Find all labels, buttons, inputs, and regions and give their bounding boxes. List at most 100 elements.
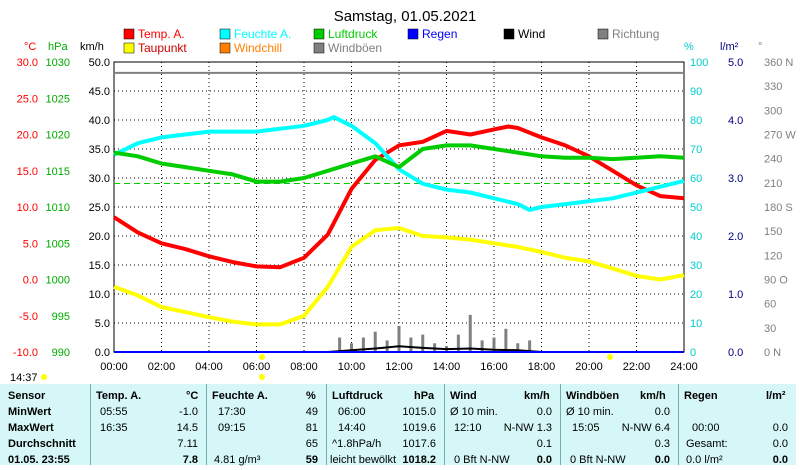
header-pressure: Luftdruck [332, 390, 383, 402]
gust-bar [385, 340, 389, 352]
y-tick-label: 80 [690, 115, 702, 127]
rain-time: 00:00 [692, 422, 720, 434]
rain-amount: 0.0 l/m² [686, 454, 723, 466]
temp-unit: °C [24, 41, 36, 53]
table-header-row: Sensor Temp. A. °C Feuchte A. % Luftdruc… [0, 390, 796, 406]
humidity-value: 49 [305, 406, 318, 418]
y-tick-label: 5.0 [95, 318, 110, 330]
y-tick-label: 25.0 [89, 202, 110, 214]
y-tick-label: 100 [690, 57, 708, 69]
y-tick-label: 990 [52, 347, 70, 359]
chart-title: Samstag, 01.05.2021 [334, 8, 477, 25]
y-tick-label: 40 [690, 231, 702, 243]
gust-value: 0.3 [654, 438, 670, 450]
column-separator [206, 384, 207, 465]
rain-value: 0.0 [772, 454, 788, 466]
gust-bar [409, 337, 413, 352]
wind-dir-value: N-NW 1.3 [503, 422, 552, 434]
x-tick-label: 20:00 [575, 361, 603, 373]
x-tick-label: 06:00 [243, 361, 271, 373]
y-tick-label: 0.0 [23, 275, 38, 287]
y-tick-label: 90 [690, 86, 702, 98]
row-label: Durchschnitt [8, 438, 76, 450]
y-tick-label: 1.0 [728, 289, 743, 301]
legend-swatch [313, 42, 325, 54]
statistics-table: Sensor Temp. A. °C Feuchte A. % Luftdruc… [0, 384, 796, 466]
humidity-value: 65 [305, 438, 318, 450]
legend-label: Feuchte A. [234, 27, 291, 41]
pressure-value: 1018.2 [402, 454, 436, 466]
column-separator [560, 384, 561, 465]
y-tick-label: 330 [764, 81, 782, 93]
gust-bar [361, 337, 365, 352]
legend-label: Regen [422, 27, 457, 41]
legend-label: Richtung [612, 27, 659, 41]
legend: Temp. A. Feuchte A. Luftdruck Regen Wind Rich… [123, 27, 659, 55]
y-tick-label: -10.0 [13, 347, 38, 359]
header-sensor: Sensor [8, 390, 46, 402]
y-tick-label: 150 [764, 226, 782, 238]
rain-value: 0.0 [772, 438, 788, 450]
legend-label: Temp. A. [138, 27, 185, 41]
x-tick-label: 16:00 [480, 361, 508, 373]
gust-bar [373, 331, 377, 352]
pressure-value: 1017.6 [402, 438, 436, 450]
direction-unit: ° [758, 41, 762, 53]
table-row: Durchschnitt 7.11 65 ^1.8hPa/h 1017.6 0.… [0, 438, 796, 454]
header-temp-unit: °C [186, 390, 199, 402]
y-tick-label: 50.0 [89, 57, 110, 69]
y-tick-label: 210 [764, 178, 782, 190]
pressure-time: 06:00 [338, 406, 366, 418]
gust-bar [480, 340, 484, 352]
x-tick-label: 22:00 [623, 361, 651, 373]
y-tick-label: 10.0 [17, 202, 38, 214]
y-tick-label: 995 [52, 311, 70, 323]
gust-note: 15:05 [572, 422, 600, 434]
header-rain: Regen [684, 390, 718, 402]
row-label: 01.05. 23:55 [8, 454, 70, 466]
rain-value: 0.0 [772, 422, 788, 434]
series-line-feuchte-a- [113, 115, 685, 212]
absolute-humidity: 4.81 g/m³ [214, 454, 261, 466]
x-tick-label: 04:00 [195, 361, 223, 373]
table-row: MaxWert 16:35 14.5 09:15 81 14:40 1019.6… [0, 422, 796, 438]
temp-value: 14.5 [176, 422, 198, 434]
wind-value: 0.1 [536, 438, 552, 450]
y-tick-label: 50 [690, 202, 702, 214]
y-tick-label: 0.0 [95, 347, 110, 359]
y-tick-label: 45.0 [89, 86, 110, 98]
y-tick-label: 270 W [764, 130, 796, 142]
y-tick-label: 1015 [46, 166, 70, 178]
gust-bar [468, 314, 472, 352]
gust-bar [528, 340, 532, 352]
y-tick-label: 120 [764, 250, 782, 262]
humidity-time: 17:30 [218, 406, 246, 418]
y-tick-label: 10.0 [89, 289, 110, 301]
y-tick-label: 35.0 [89, 144, 110, 156]
y-tick-label: 360 N [764, 57, 793, 69]
series-line-luftdruck [113, 143, 685, 184]
temp-value: 7.11 [177, 438, 198, 450]
x-tick-label: 24:00 [670, 361, 698, 373]
header-pressure-unit: hPa [414, 390, 435, 402]
y-tick-label: 0 N [764, 347, 781, 359]
y-tick-label: 2.0 [728, 231, 743, 243]
header-wind: Wind [450, 390, 477, 402]
y-tick-label: 25.0 [17, 93, 38, 105]
humidity-value: 81 [305, 422, 318, 434]
pressure-trend: ^1.8hPa/h [332, 438, 382, 450]
y-tick-label: 70 [690, 144, 702, 156]
legend-label: Taupunkt [138, 41, 187, 55]
legend-swatch [123, 42, 135, 54]
weather-condition: leicht bewölkt [330, 454, 397, 466]
sunrise-marker [259, 354, 265, 360]
gust-bar [516, 343, 520, 352]
legend-swatch [313, 28, 325, 40]
pressure-time: 14:40 [338, 422, 366, 434]
temp-time: 05:55 [100, 406, 128, 418]
x-tick-label: 12:00 [385, 361, 413, 373]
pressure-value: 1015.0 [402, 406, 436, 418]
y-tick-label: 60 [690, 173, 702, 185]
wind-note: 12:10 [454, 422, 482, 434]
gust-bar [456, 334, 460, 352]
